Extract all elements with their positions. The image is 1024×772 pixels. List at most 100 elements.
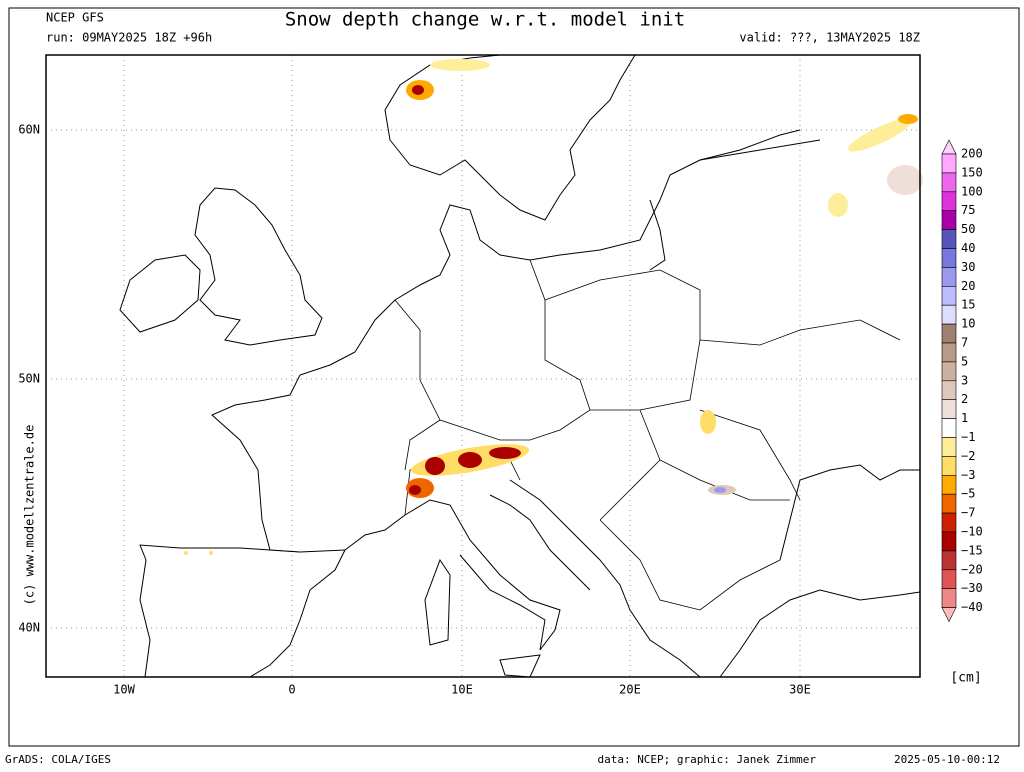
colorbar-label: −7 — [961, 506, 975, 520]
map: 60N 50N 40N 10W 0 10E 20E 30E — [18, 54, 923, 697]
colorbar-label: 2 — [961, 392, 968, 406]
scandinavia-coast — [384, 54, 636, 221]
colorbar-label: −2 — [961, 449, 975, 463]
snow-area — [425, 457, 445, 475]
colorbar-box — [941, 474, 957, 495]
colorbar-label: −40 — [961, 600, 983, 614]
colorbar-label: 100 — [961, 184, 983, 198]
snow-area — [412, 85, 424, 95]
snow-area — [714, 487, 726, 493]
colorbar-label: 200 — [961, 147, 983, 161]
colorbar-box — [941, 210, 957, 230]
colorbar-label: 30 — [961, 260, 975, 274]
lat-label: 50N — [18, 372, 40, 386]
colorbar-label: 5 — [961, 354, 968, 368]
colorbar-box — [941, 493, 957, 514]
black-sea-coast — [779, 464, 920, 561]
colorbar-label: −20 — [961, 562, 983, 576]
colorbar-label: 10 — [961, 317, 975, 331]
model-name: NCEP GFS — [46, 11, 104, 25]
map-frame — [45, 54, 921, 678]
snow-area — [409, 485, 421, 495]
colorbar-label: −15 — [961, 543, 983, 557]
colorbar-end — [941, 607, 957, 623]
colorbar-box — [941, 304, 957, 325]
colorbar-label: 150 — [961, 165, 983, 179]
lon-label: 10W — [113, 683, 135, 697]
snow-area — [184, 551, 188, 555]
colorbar-box — [941, 285, 957, 306]
snow-change-shading — [184, 59, 923, 555]
snow-area — [828, 193, 848, 217]
data-credit: data: NCEP; graphic: Janek Zimmer — [597, 753, 816, 766]
colorbar-label: 40 — [961, 241, 975, 255]
colorbar-label: −30 — [961, 581, 983, 595]
colorbar-label: 20 — [961, 279, 975, 293]
snow-area — [430, 59, 490, 71]
adriatic-balkan-coast — [509, 479, 921, 678]
colorbar-box — [941, 588, 957, 608]
colorbar-label: 1 — [961, 411, 968, 425]
colorbar-label: 7 — [961, 336, 968, 350]
colorbar-label: 75 — [961, 203, 975, 217]
north-sea-coast — [354, 129, 801, 353]
lat-label: 40N — [18, 621, 40, 635]
ireland-coast — [119, 254, 201, 333]
colorbar-box — [941, 229, 957, 249]
baltic-east-coast — [649, 139, 821, 271]
colorbar-box — [941, 512, 957, 533]
valid-info: valid: ???, 13MAY2025 18Z — [739, 31, 920, 45]
lon-label: 20E — [619, 683, 641, 697]
run-info: run: 09MAY2025 18Z +96h — [46, 31, 212, 45]
france-coast — [211, 351, 406, 551]
colorbar-label: −1 — [961, 430, 975, 444]
snow-area — [898, 114, 918, 124]
colorbar-box — [941, 418, 957, 438]
colorbar-box — [941, 380, 957, 400]
title: Snow depth change w.r.t. model init — [285, 9, 685, 31]
timestamp: 2025-05-10-00:12 — [894, 753, 1000, 766]
colorbar-box — [941, 153, 957, 174]
colorbar-label: −3 — [961, 468, 975, 482]
colorbar-box — [941, 531, 957, 552]
colorbar-label: 50 — [961, 222, 975, 236]
lat-label: 60N — [18, 123, 40, 137]
snow-area — [489, 447, 521, 459]
colorbar-label: −5 — [961, 487, 975, 501]
colorbar-box — [941, 437, 957, 457]
great-britain-coast — [194, 187, 323, 346]
colorbar-label: 15 — [961, 298, 975, 312]
software-credit: GrADS: COLA/IGES — [5, 753, 111, 766]
lon-label: 10E — [451, 683, 473, 697]
map-background — [46, 55, 920, 677]
colorbar-label: 3 — [961, 373, 968, 387]
snow-area — [848, 118, 912, 152]
colorbar-unit: [cm] — [950, 671, 981, 686]
italy-coast — [404, 494, 591, 651]
colorbar-box — [941, 361, 957, 382]
coastlines — [119, 54, 921, 678]
snow-area — [458, 452, 482, 468]
colorbar-box — [941, 456, 957, 476]
colorbar-label: −10 — [961, 525, 983, 539]
colorbar-box — [941, 569, 957, 589]
snow-area — [887, 165, 923, 195]
lon-label: 0 — [288, 683, 295, 697]
colorbar-end — [941, 139, 957, 155]
colorbar-box — [941, 172, 957, 193]
snow-area — [700, 410, 716, 434]
colorbar-box — [941, 267, 957, 287]
colorbar: 2001501007550403020151075321−1−2−3−5−7−1… — [941, 139, 983, 623]
snow-area — [209, 551, 213, 555]
lon-label: 30E — [789, 683, 811, 697]
outer-frame — [8, 7, 1020, 747]
colorbar-box — [941, 191, 957, 212]
sardinia-corsica-coast — [424, 558, 451, 646]
colorbar-box — [941, 550, 957, 571]
watermark: (c) www.modellzentrale.de — [23, 425, 37, 606]
colorbar-box — [941, 342, 957, 363]
graticule — [46, 55, 920, 677]
colorbar-box — [941, 399, 957, 419]
colorbar-box — [941, 323, 957, 344]
